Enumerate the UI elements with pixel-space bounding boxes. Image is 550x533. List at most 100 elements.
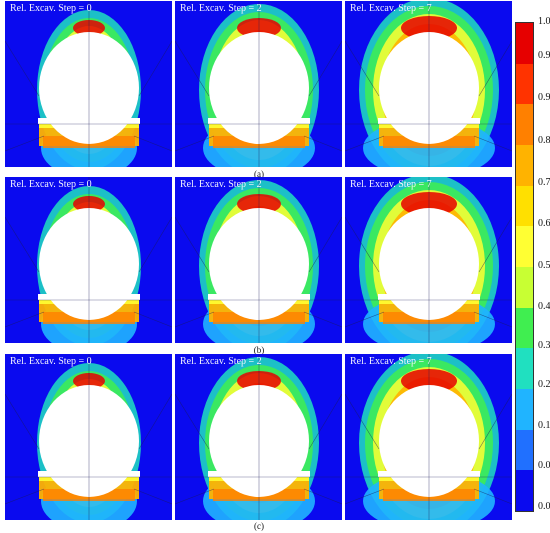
mesh-line [138,393,172,450]
mesh-line [175,216,210,273]
stress-contours [5,354,172,520]
panel-title: Rel. Excav. Step = 2 [180,356,262,367]
mesh-line [133,311,172,328]
mesh-line [345,135,385,152]
colorbar-tick-label: 0.90 [538,92,550,103]
contour-plot [175,1,342,167]
colorbar-tick-label: 0.30 [538,340,550,351]
mesh-line [138,40,172,97]
mesh-line [303,135,342,152]
contour-panel: Rel. Excav. Step = 0 [5,1,172,167]
colorbar-segment [516,23,533,65]
contour-panel: Rel. Excav. Step = 7 [345,177,512,343]
panel-title: Rel. Excav. Step = 0 [10,3,92,14]
colorbar-tick-label: 1.00 [538,16,550,27]
contour-panel: Rel. Excav. Step = 2 [175,354,342,520]
contour-panel: Rel. Excav. Step = 7 [345,354,512,520]
contour-panel: Rel. Excav. Step = 0 [5,354,172,520]
colorbar-segment [516,63,533,105]
mesh-line [138,216,172,273]
mesh-line [175,40,210,97]
stress-contours [5,177,172,343]
contour-panel: Rel. Excav. Step = 7 [345,1,512,167]
stress-contours [345,1,512,167]
mesh-line [473,135,512,152]
panel-title: Rel. Excav. Step = 2 [180,179,262,190]
contour-plot [5,177,172,343]
contour-plot [345,177,512,343]
colorbar-segment [516,389,533,431]
mesh-line [345,40,380,97]
stress-contours [175,1,342,167]
contour-panel: Rel. Excav. Step = 0 [5,177,172,343]
mesh-line [478,216,512,273]
mesh-line [473,488,512,505]
mesh-line [478,40,512,97]
mesh-line [5,216,40,273]
colorbar-segment [516,470,533,512]
panel-title: Rel. Excav. Step = 0 [10,356,92,367]
stress-contours [175,354,342,520]
colorbar-segment [516,267,533,309]
colorbar-segment [516,307,533,349]
panel-title: Rel. Excav. Step = 2 [180,3,262,14]
colorbar-segment [516,429,533,471]
stress-contours [345,177,512,343]
panel-title: Rel. Excav. Step = 7 [350,356,432,367]
contour-plot [175,177,342,343]
mesh-line [5,488,45,505]
contour-plot [5,354,172,520]
mesh-line [303,311,342,328]
contour-plot [345,1,512,167]
mesh-line [345,311,385,328]
colorbar-tick-label: 0.20 [538,379,550,390]
colorbar-tick-label: 0.40 [538,301,550,312]
colorbar-segment [516,348,533,390]
colorbar-tick-label: 0.10 [538,420,550,431]
mesh-line [308,393,342,450]
mesh-line [175,393,210,450]
colorbar-tick-label: 0.80 [538,135,550,146]
contour-plot [175,354,342,520]
stress-contours [345,354,512,520]
colorbar-segment [516,145,533,187]
row-label: (a) [254,169,264,179]
row-label: (c) [254,521,264,531]
panel-title: Rel. Excav. Step = 7 [350,3,432,14]
colorbar-tick-label: 0.01 [538,460,550,471]
colorbar-tick-label: 0.99 [538,50,550,61]
panel-title: Rel. Excav. Step = 7 [350,179,432,190]
colorbar [515,22,534,512]
colorbar-tick-label: 0.60 [538,218,550,229]
mesh-line [133,488,172,505]
colorbar-segment [516,185,533,227]
mesh-line [133,135,172,152]
row-label: (b) [253,345,265,355]
mesh-line [5,40,40,97]
colorbar-segment [516,226,533,268]
mesh-line [308,216,342,273]
contour-panel: Rel. Excav. Step = 2 [175,177,342,343]
mesh-line [345,488,385,505]
mesh-line [5,135,45,152]
contour-plot [345,354,512,520]
mesh-line [5,393,40,450]
contour-plot [5,1,172,167]
mesh-line [308,40,342,97]
stress-contours [5,1,172,167]
mesh-line [473,311,512,328]
mesh-line [478,393,512,450]
colorbar-tick-label: 0.70 [538,177,550,188]
mesh-line [345,393,380,450]
colorbar-segment [516,104,533,146]
contour-panel: Rel. Excav. Step = 2 [175,1,342,167]
mesh-line [5,311,45,328]
colorbar-tick-label: 0.50 [538,260,550,271]
mesh-line [303,488,342,505]
colorbar-tick-label: 0.00 [538,501,550,512]
panel-title: Rel. Excav. Step = 0 [10,179,92,190]
mesh-line [345,216,380,273]
mesh-line [175,311,215,328]
mesh-line [175,488,215,505]
mesh-line [175,135,215,152]
